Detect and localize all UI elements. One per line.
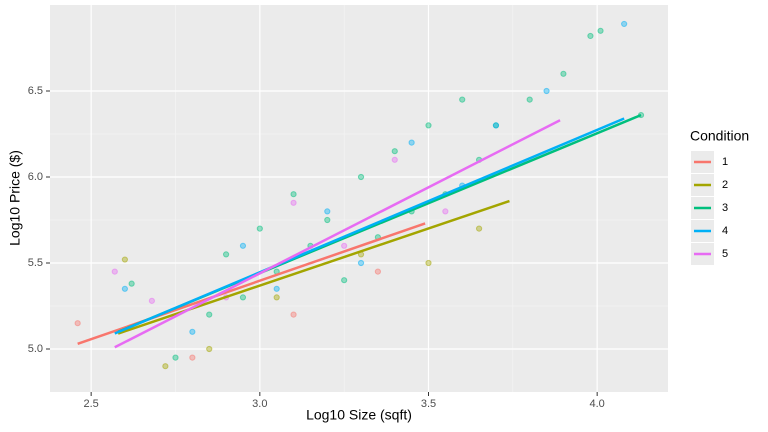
point: [111, 268, 118, 275]
x-tick-label: 3.0: [252, 398, 267, 410]
legend-title: Condition: [690, 128, 749, 144]
point: [239, 294, 247, 301]
point: [374, 268, 381, 275]
point: [290, 191, 297, 198]
point: [543, 87, 550, 95]
point: [597, 27, 604, 34]
point: [357, 173, 365, 181]
fit-line: [114, 117, 625, 335]
point: [172, 354, 179, 361]
point: [526, 96, 533, 103]
point: [162, 363, 169, 370]
point: [425, 122, 432, 129]
point: [459, 96, 466, 103]
point: [324, 216, 331, 224]
legend-label: 4: [722, 225, 728, 237]
point: [273, 294, 280, 301]
point: [189, 354, 196, 361]
y-tick-label: 6.5: [28, 85, 43, 97]
point: [148, 297, 155, 304]
legend-label: 3: [722, 202, 728, 214]
x-axis-title: Log10 Size (sqft): [306, 407, 412, 423]
point: [222, 251, 230, 258]
y-tick-label: 5.0: [28, 343, 43, 355]
point: [391, 156, 398, 163]
point: [206, 345, 213, 353]
x-tick-label: 3.5: [421, 398, 436, 410]
point: [587, 32, 594, 40]
legend-label: 5: [722, 248, 728, 260]
point: [273, 285, 280, 292]
point: [621, 20, 628, 28]
point: [290, 311, 297, 318]
point: [121, 256, 128, 263]
point: [256, 225, 263, 232]
point: [391, 148, 398, 155]
point: [408, 139, 415, 146]
point: [239, 242, 247, 249]
point: [357, 259, 365, 267]
y-tick-label: 5.5: [28, 257, 43, 269]
point: [206, 311, 213, 318]
point: [341, 277, 348, 284]
point: [290, 199, 297, 206]
point: [128, 280, 135, 287]
point: [341, 242, 348, 249]
point: [324, 208, 331, 215]
point: [121, 285, 128, 292]
point: [189, 328, 196, 335]
fit-line: [114, 119, 561, 349]
y-tick-label: 6.0: [28, 171, 43, 183]
x-tick-label: 4.0: [590, 398, 605, 410]
point: [425, 259, 432, 267]
x-tick-label: 2.5: [84, 398, 99, 410]
y-axis-title: Log10 Price ($): [7, 150, 23, 246]
point: [560, 70, 567, 77]
point: [492, 122, 500, 129]
legend-label: 2: [722, 179, 728, 191]
point: [475, 225, 483, 232]
legend-label: 1: [722, 156, 728, 168]
point: [442, 208, 449, 215]
point: [74, 320, 81, 327]
